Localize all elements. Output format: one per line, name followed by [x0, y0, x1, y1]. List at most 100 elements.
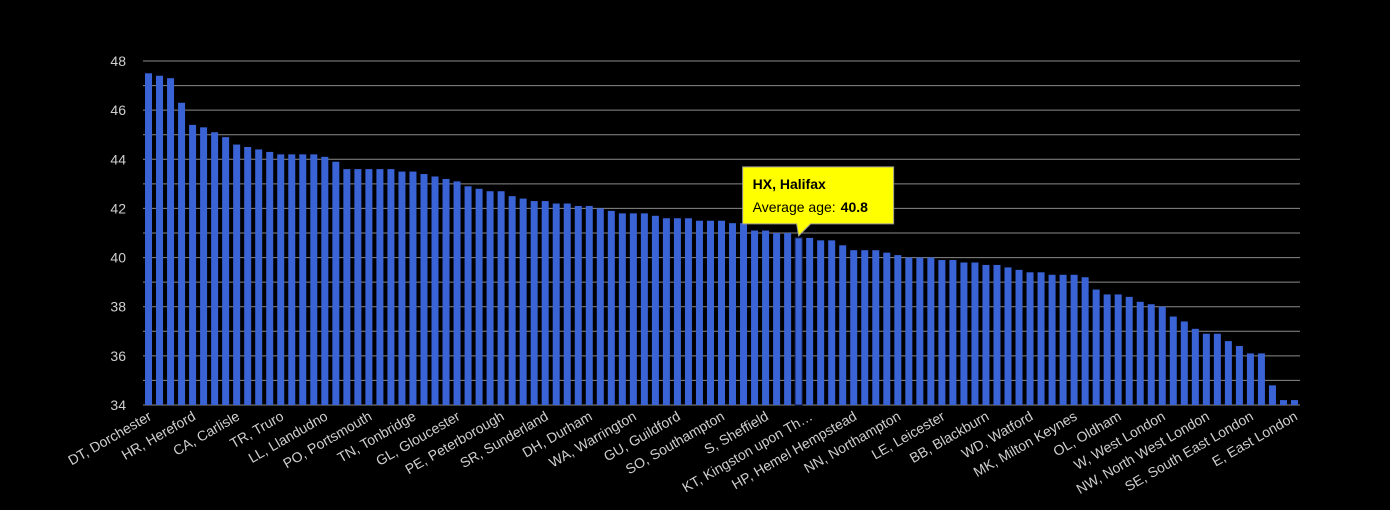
- bar: [993, 264, 1001, 405]
- bar: [475, 188, 483, 405]
- bar: [299, 154, 307, 405]
- bar: [552, 203, 560, 405]
- bar: [1092, 289, 1100, 405]
- bar: [971, 262, 979, 405]
- bar: [673, 218, 681, 405]
- bar: [718, 220, 725, 405]
- bar: [365, 169, 373, 405]
- bar: [1059, 274, 1067, 405]
- bar: [200, 127, 208, 405]
- bar: [431, 176, 439, 405]
- bar: [442, 178, 450, 405]
- bar: [1213, 333, 1221, 405]
- bar: [1048, 274, 1056, 405]
- bar: [508, 196, 516, 405]
- bar: [519, 198, 527, 405]
- bar: [1081, 277, 1089, 405]
- bar: [1224, 341, 1232, 405]
- bar: [762, 230, 770, 405]
- bar: [486, 191, 494, 405]
- bar: [982, 264, 990, 405]
- bar: [640, 213, 648, 405]
- bar: [1015, 269, 1023, 405]
- y-tick-label: 42: [110, 200, 126, 216]
- bar: [453, 181, 461, 405]
- bar: [806, 237, 814, 405]
- bar: [740, 223, 748, 405]
- bar: [927, 257, 935, 405]
- bar: [872, 250, 880, 405]
- bar: [288, 154, 296, 405]
- bar: [1070, 274, 1078, 405]
- tooltip-line: Average age: 40.8: [753, 199, 868, 215]
- bar: [255, 149, 263, 405]
- bar: [1147, 304, 1155, 405]
- bar: [398, 171, 406, 405]
- bar: [530, 201, 538, 405]
- y-tick-label: 36: [110, 348, 126, 364]
- bar: [839, 245, 847, 405]
- bar: [629, 213, 637, 405]
- bar: [156, 75, 164, 405]
- y-tick-label: 40: [110, 250, 126, 266]
- bar: [277, 154, 285, 405]
- y-tick-label: 46: [110, 102, 126, 118]
- bar: [1257, 353, 1265, 405]
- tooltip-title: HX, Halifax: [753, 176, 826, 192]
- bar: [1169, 316, 1177, 405]
- bar: [343, 169, 351, 405]
- bar: [773, 233, 781, 405]
- bar: [409, 171, 417, 405]
- bar: [1103, 294, 1111, 405]
- bar: [145, 73, 153, 406]
- bar: [321, 156, 329, 405]
- bar: [420, 174, 428, 405]
- bar: [585, 205, 593, 405]
- bar: [1136, 301, 1144, 405]
- bar: [167, 78, 175, 405]
- bar: [618, 213, 626, 405]
- y-tick-label: 44: [110, 151, 126, 167]
- bar: [1158, 306, 1166, 405]
- bar: [233, 144, 241, 406]
- bar: [376, 169, 384, 405]
- bar: [563, 203, 571, 405]
- bar: [1268, 385, 1276, 405]
- bar: [1114, 294, 1122, 405]
- bar: [695, 220, 703, 405]
- bar: [596, 208, 604, 405]
- y-tick-label: 48: [110, 53, 126, 69]
- bar: [651, 215, 659, 405]
- bar: [1191, 328, 1199, 405]
- bar: [354, 169, 362, 405]
- bar: [894, 255, 902, 405]
- bar: [1279, 400, 1287, 405]
- bar: [310, 154, 318, 405]
- bar: [662, 218, 670, 405]
- tooltip-box: [742, 166, 895, 237]
- bar: [828, 240, 836, 405]
- bar: [706, 220, 714, 405]
- bar: [1290, 400, 1298, 405]
- bar: [784, 233, 792, 405]
- bar: [189, 124, 197, 405]
- bar: [861, 250, 869, 405]
- bar: [905, 257, 913, 405]
- bar: [1026, 272, 1034, 405]
- bar: [916, 257, 924, 405]
- y-tick-label: 34: [110, 397, 126, 413]
- bar: [464, 186, 472, 405]
- bar: [497, 191, 505, 405]
- bar: [387, 169, 395, 405]
- bar: [794, 237, 803, 406]
- bar: [1125, 296, 1133, 405]
- tooltip-value: 40.8: [841, 199, 868, 215]
- bar: [178, 102, 186, 406]
- bar: [332, 161, 340, 405]
- bar: [211, 132, 219, 405]
- bar: [729, 223, 737, 405]
- bar: [541, 201, 549, 405]
- bar: [222, 137, 230, 405]
- bar: [817, 240, 825, 405]
